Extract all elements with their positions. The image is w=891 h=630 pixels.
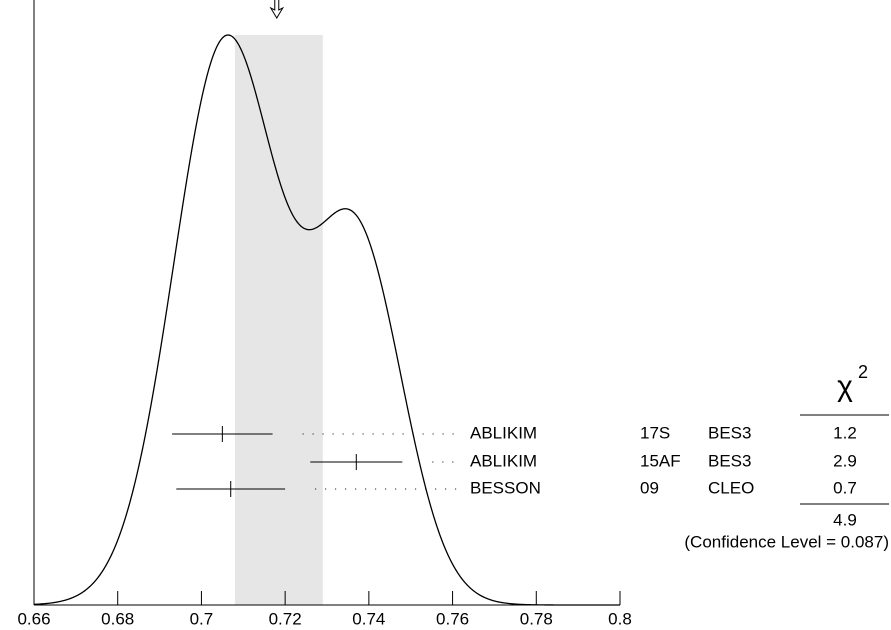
measurement-name: ABLIKIM: [470, 423, 537, 442]
average-arrow: [269, 0, 285, 19]
chi2-total: 4.9: [833, 510, 857, 529]
x-tick-label: 0.68: [101, 609, 134, 628]
x-tick-label: 0.72: [269, 609, 302, 628]
x-tick-label: 0.7: [190, 609, 214, 628]
measurement-chi2: 0.7: [833, 478, 857, 497]
measurement-experiment: BES3: [708, 451, 751, 470]
measurement-name: ABLIKIM: [470, 451, 537, 470]
measurement-experiment: BES3: [708, 423, 751, 442]
measurement-tag: 17S: [640, 423, 670, 442]
measurement-chi2: 2.9: [833, 451, 857, 470]
measurement-experiment: CLEO: [708, 478, 754, 497]
x-tick-label: 0.78: [520, 609, 553, 628]
confidence-level: (Confidence Level = 0.087): [684, 532, 889, 551]
x-tick-label: 0.74: [352, 609, 385, 628]
chi2-symbol: χ: [837, 370, 853, 403]
plot: 0.66 0.68 0.7 0.72 0.74 0.76 0.78 0.8 ABLIKIM 17S…: [17, 0, 857, 628]
measurement-tag: 09: [640, 478, 659, 497]
x-tick-label: 0.8: [608, 609, 632, 628]
measurement-name: BESSON: [470, 478, 541, 497]
x-tick-label: 0.76: [436, 609, 469, 628]
measurement-chi2: 1.2: [833, 423, 857, 442]
measurement-tag: 15AF: [640, 451, 681, 470]
ideogram-curve: [33, 34, 620, 606]
x-tick-label: 0.66: [17, 609, 50, 628]
average-band: [234, 35, 323, 605]
chi2-superscript: 2: [858, 362, 868, 382]
